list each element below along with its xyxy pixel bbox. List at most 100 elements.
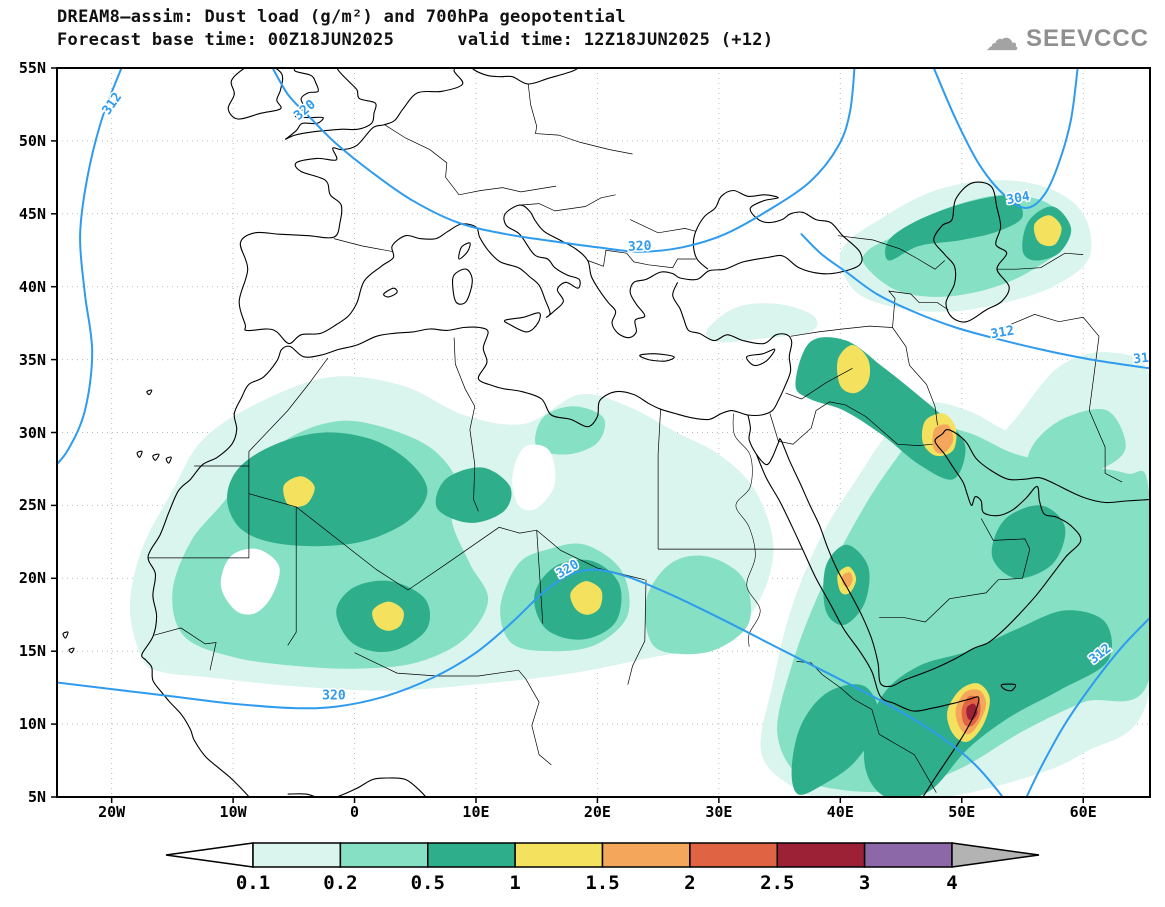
dust-load-layer [129, 180, 1150, 797]
border-line [892, 327, 938, 426]
colorbar-value: 0.1 [235, 872, 271, 894]
dust-region-somalia-core [966, 703, 978, 721]
border-line [879, 518, 1031, 623]
border-line [536, 530, 544, 624]
y-tick-label: 55N [18, 59, 46, 77]
coast-capeverde-1 [62, 631, 69, 639]
coast-crete [639, 353, 675, 362]
coast-england-west [284, 68, 324, 140]
border-line [790, 325, 893, 337]
dust-region-sudan [644, 555, 752, 655]
coast-mallorca [383, 287, 398, 298]
coast-corsica [458, 242, 471, 260]
dust-region-gap-mauritania [220, 548, 280, 615]
dust-region-menaka [372, 601, 404, 631]
colorbar-segment [863, 842, 953, 868]
border-line [627, 579, 647, 685]
river-nile [732, 413, 761, 647]
coast-madeira [146, 389, 153, 396]
y-tick-label: 25N [18, 496, 46, 515]
colorbar-arrow-left [165, 842, 254, 868]
coast-sicily [503, 312, 541, 333]
geopotential-contour [1025, 616, 1150, 797]
y-tick-label: 10N [18, 715, 46, 734]
border-line [997, 252, 1084, 270]
x-tick-label: 0 [350, 803, 360, 821]
x-tick-label: 50E [948, 803, 976, 821]
map-frame [51, 67, 1151, 803]
geopotential-contour [57, 68, 123, 466]
geopotential-contours [57, 68, 1150, 797]
colorbar-labels: 0.1 0.2 0.5 1 1.5 2 2.5 3 4 [165, 872, 1040, 898]
border-line [587, 249, 696, 269]
border-line [853, 698, 937, 793]
cloud-icon: ☁ [984, 19, 1019, 59]
dust-region-ethiopia [791, 684, 880, 795]
geopotential-contour [57, 568, 1004, 797]
border-line [148, 466, 250, 559]
dust-region-n-iraq [837, 345, 871, 394]
colorbar-value: 0.2 [323, 872, 358, 894]
coast-socotra [1000, 683, 1017, 692]
border-line [769, 401, 933, 446]
colorbar-segment [601, 842, 691, 868]
colorbar-segment [252, 842, 342, 868]
coast-sardinia [451, 268, 473, 305]
x-tick-label: 10E [462, 803, 490, 821]
border-line [287, 506, 297, 646]
x-tick-label: 60E [1069, 803, 1097, 821]
coast-caspian-sea [933, 181, 1010, 323]
colorbar-value: 4 [946, 872, 958, 894]
coast-ireland [227, 68, 284, 120]
geopotential-contour [800, 233, 1150, 370]
colorbar [165, 842, 1040, 868]
coast-anatolia-levant-africa-atlantic [141, 282, 793, 797]
dust-region-oman [991, 505, 1066, 579]
logo-text: SEEVCCC [1025, 25, 1149, 52]
y-tick-label: 50N [18, 131, 46, 150]
border-line [1088, 336, 1123, 483]
title-block: DREAM8—assim: Dust load (g/m²) and 700hP… [57, 6, 773, 52]
geopotential-contour [271, 68, 856, 253]
contour-label: 31 [1133, 351, 1150, 368]
border-line [194, 357, 329, 467]
dust-region-anatolia [705, 303, 818, 343]
dust-region-e-caspian [1033, 215, 1062, 247]
colorbar-segment [689, 842, 778, 868]
border-line [354, 652, 540, 726]
border-line [154, 627, 217, 671]
x-tick-label: 20W [98, 803, 126, 821]
dust-region-gap-fezzan [512, 444, 556, 511]
colorbar-segment [339, 842, 429, 868]
border-line [1010, 314, 1100, 337]
colorbar-value: 2 [684, 872, 696, 894]
dust-region-se-iran [1026, 408, 1126, 480]
dust-region-sirte [535, 406, 606, 455]
colorbar-segment [776, 842, 866, 868]
border-line [333, 238, 394, 253]
coast-england-east [285, 68, 377, 140]
contour-label: 320 [628, 239, 652, 255]
dust-region-kura-valley [885, 195, 1023, 261]
border-line [527, 83, 633, 155]
colorbar-svg [165, 842, 1040, 868]
y-tick-label: 45N [18, 204, 46, 223]
coast-canary-3 [165, 456, 172, 464]
border-line [248, 493, 645, 591]
border-line [785, 367, 853, 400]
contour-label: 312 [990, 323, 1016, 342]
contour-label: 320 [291, 97, 319, 124]
colorbar-value: 1 [509, 872, 521, 894]
country-borders [148, 83, 1123, 793]
x-tick-label: 30E [705, 803, 733, 821]
y-tick-label: 5N [27, 788, 46, 806]
coast-europe-mediterranean-blacksea [238, 68, 863, 345]
border-line [657, 409, 661, 550]
dust-region-ennedi [570, 581, 603, 615]
colorbar-value: 3 [858, 872, 871, 894]
x-tick-label: 20E [583, 803, 611, 821]
contour-label: 304 [1005, 189, 1031, 208]
y-tick-label: 15N [18, 642, 46, 661]
